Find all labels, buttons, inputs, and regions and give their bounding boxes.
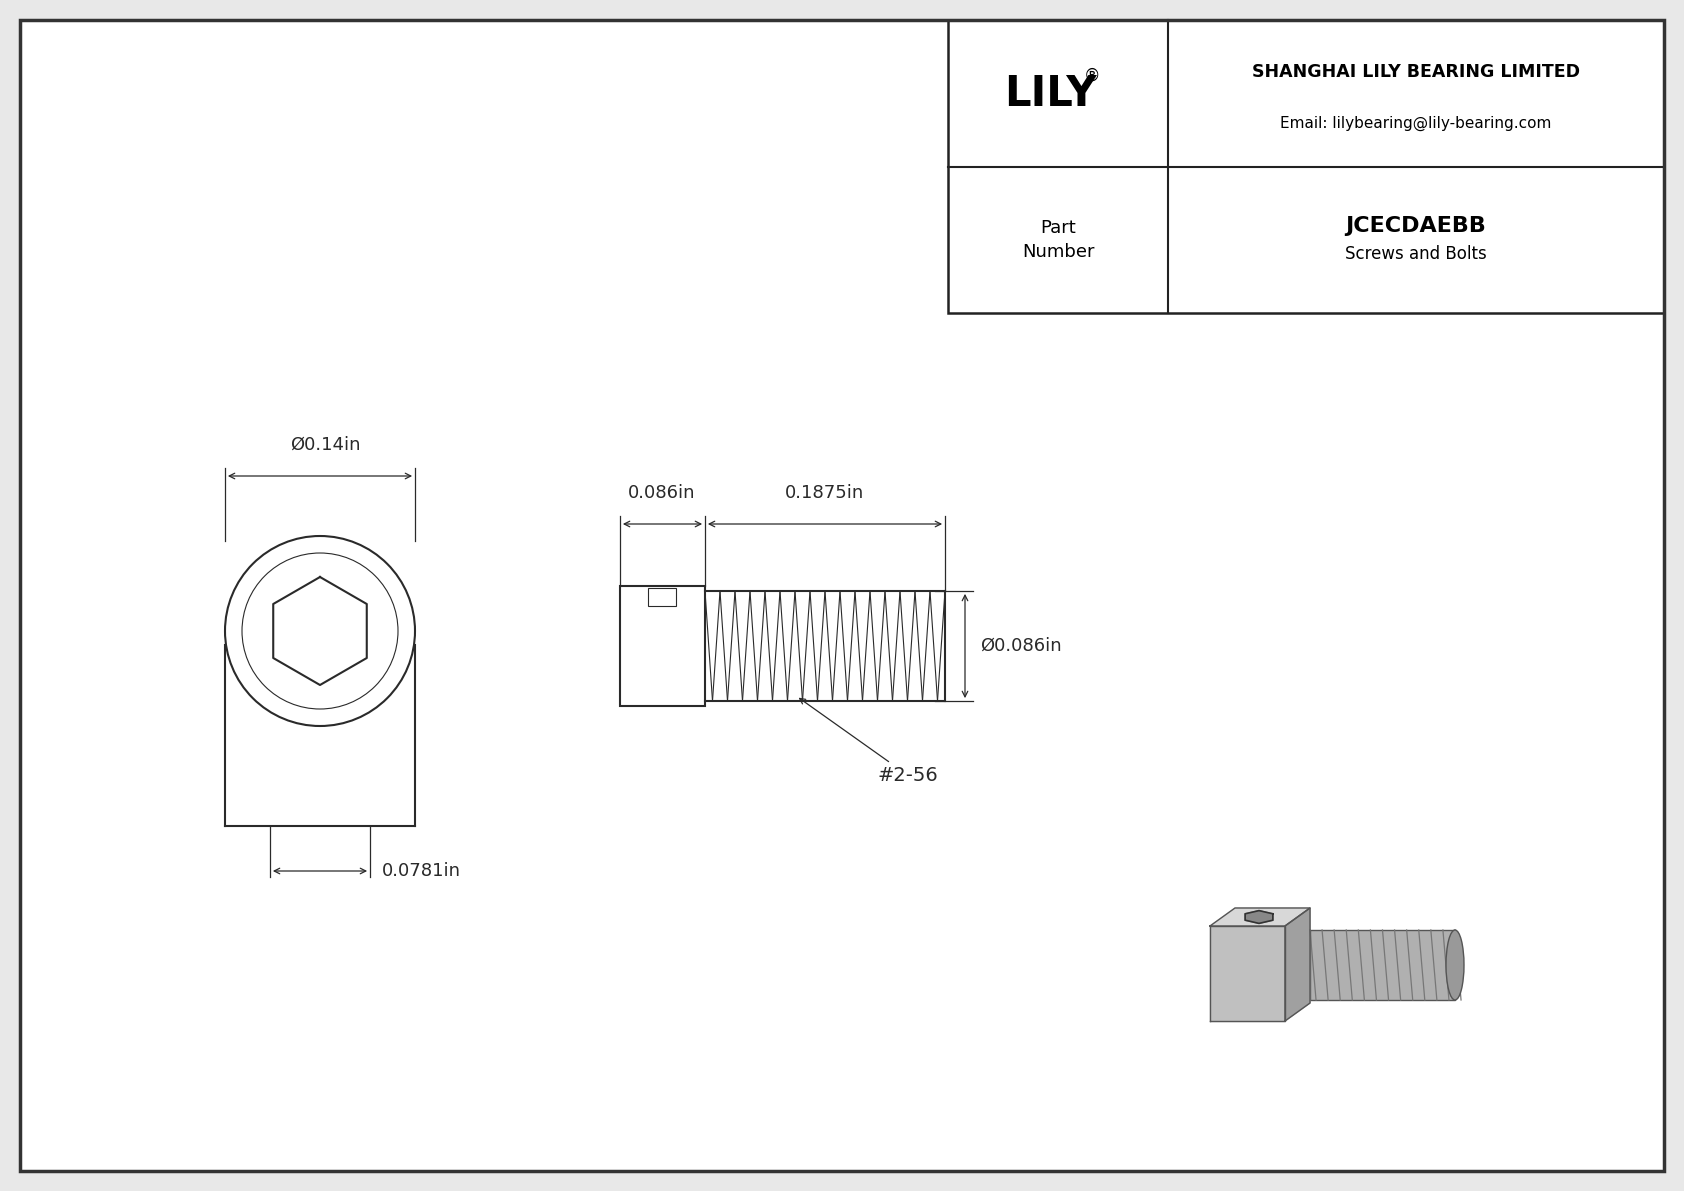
Text: Number: Number (1022, 243, 1095, 261)
Polygon shape (1211, 925, 1285, 1021)
Bar (948, 20, 1664, 313)
Ellipse shape (1447, 930, 1463, 1000)
Polygon shape (1211, 908, 1310, 925)
Text: 0.0781in: 0.0781in (382, 862, 461, 880)
Text: Ø0.14in: Ø0.14in (290, 436, 360, 454)
Text: ®: ® (1084, 67, 1100, 85)
Text: JCECDAEBB: JCECDAEBB (1346, 216, 1487, 236)
Text: 0.086in: 0.086in (628, 484, 695, 501)
Text: Ø0.086in: Ø0.086in (980, 637, 1061, 655)
Bar (648, 588, 675, 606)
Text: Email: lilybearing@lily-bearing.com: Email: lilybearing@lily-bearing.com (1280, 116, 1551, 131)
Polygon shape (1244, 911, 1273, 923)
Bar (1310, 930, 1455, 1000)
Text: Screws and Bolts: Screws and Bolts (1346, 245, 1487, 263)
Text: #2-56: #2-56 (800, 698, 938, 785)
Text: SHANGHAI LILY BEARING LIMITED: SHANGHAI LILY BEARING LIMITED (1251, 63, 1580, 81)
Text: LILY: LILY (1004, 73, 1096, 116)
Text: Part: Part (1041, 219, 1076, 237)
Bar (620, 586, 706, 706)
Polygon shape (1285, 908, 1310, 1021)
Text: 0.1875in: 0.1875in (785, 484, 864, 501)
